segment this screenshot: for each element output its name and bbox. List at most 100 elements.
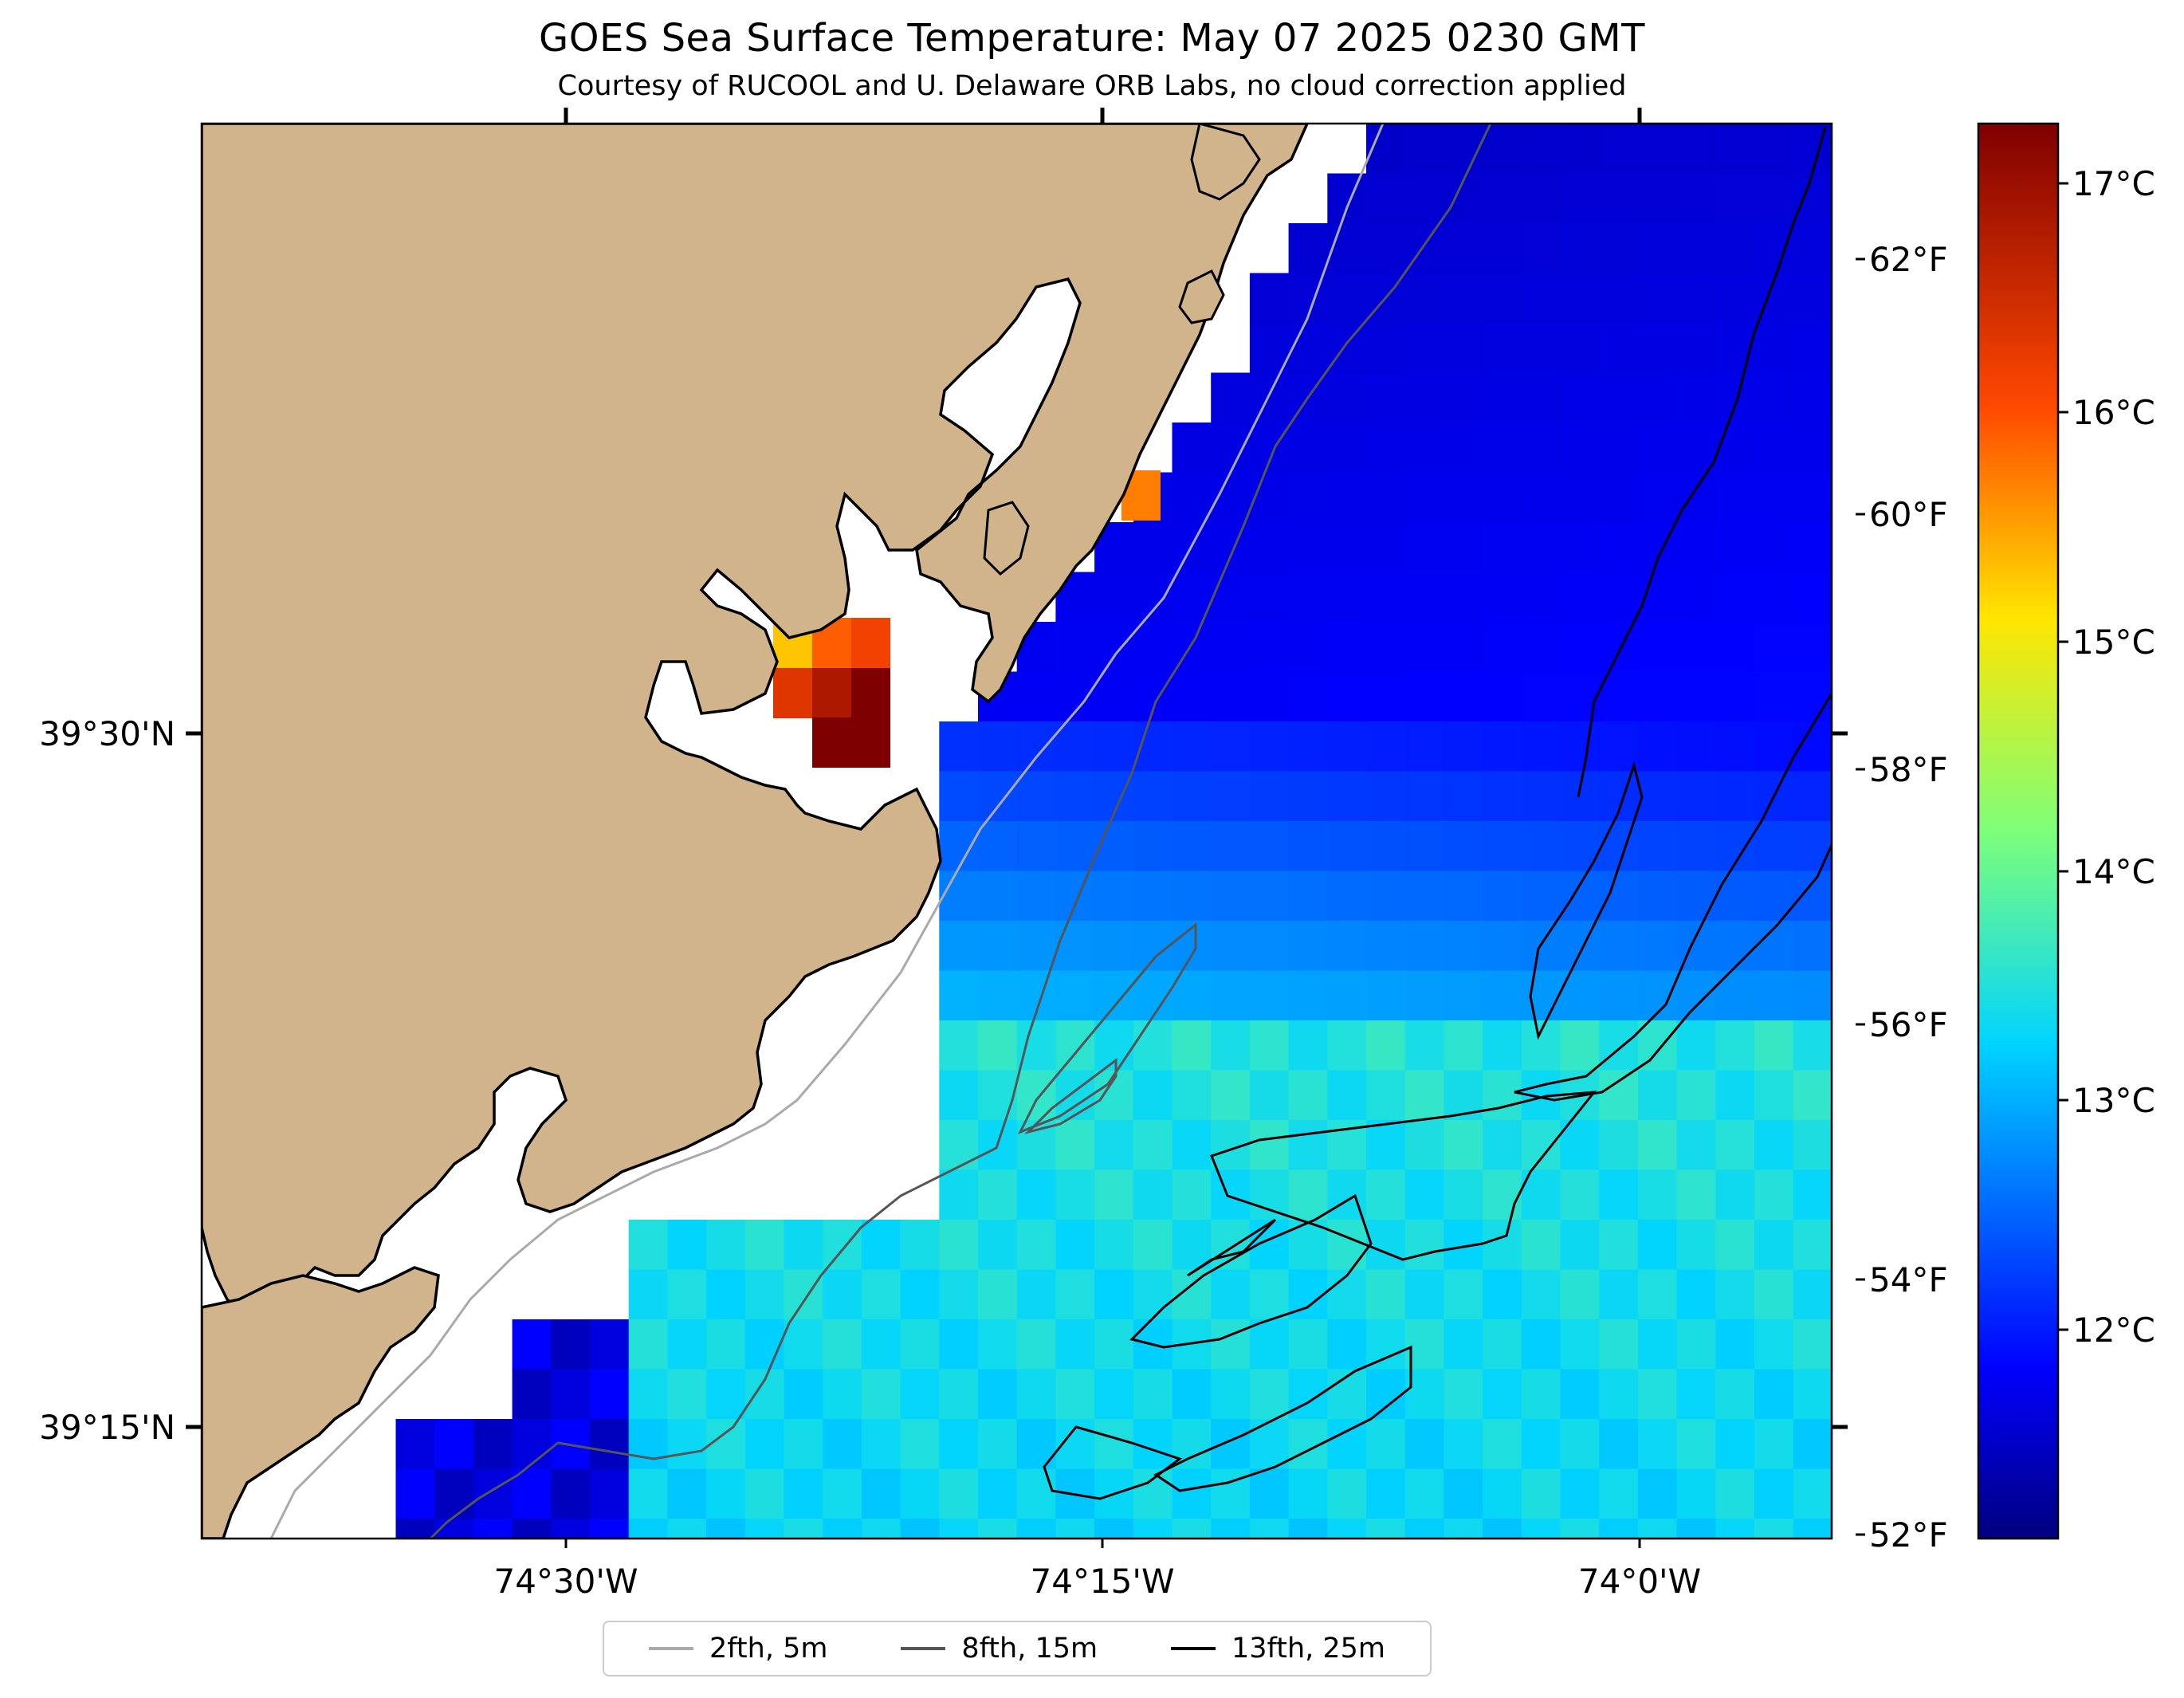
sst-cell [1366,1419,1406,1470]
sst-cell [1444,372,1483,423]
sst-cell [1211,1419,1251,1470]
sst-cell [1327,970,1367,1021]
sst-cell [1793,1369,1832,1420]
sst-cell [1676,771,1716,822]
sst-cell [1793,970,1832,1021]
sst-cell [1366,173,1406,224]
sst-cell [1327,771,1367,822]
sst-cell [1483,273,1522,324]
sst-cell [434,1419,474,1470]
sst-cell [1366,372,1406,423]
sst-cell [1637,1319,1678,1370]
sst-cell [1754,522,1794,573]
sst-cell [978,1169,1018,1220]
sst-cell [1094,671,1134,722]
sst-cell [1249,622,1290,673]
sst-cell [1404,921,1444,972]
sst-cell [1249,921,1290,972]
sst-cell [1793,1120,1832,1171]
island-small-2 [983,501,1030,576]
sst-cell-warm [773,668,812,718]
sst-cell [1366,1519,1406,1539]
sst-cell [1483,721,1522,772]
sst-cell [784,1319,823,1370]
sst-cell [978,1070,1018,1121]
sst-cell [1483,1070,1522,1121]
sst-cell [1094,1319,1134,1370]
sst-cell [1483,1169,1522,1220]
sst-cell [473,1519,513,1539]
map-title: GOES Sea Surface Temperature: May 07 202… [539,16,1645,61]
sst-cell [1599,572,1639,623]
sst-cell [512,1419,552,1470]
sst-cell [1754,821,1794,872]
sst-cell [1599,423,1639,474]
sst-cell [1327,721,1367,772]
sst-cell [1133,622,1173,673]
sst-cell [1094,871,1134,922]
sst-cell [1637,273,1678,324]
sst-cell [512,1519,552,1539]
sst-cell [1327,1468,1367,1519]
sst-cell [1754,223,1794,274]
sst-cell [1055,1519,1095,1539]
sst-cell [1599,522,1639,573]
sst-cell [1793,372,1832,423]
sst-cell [1793,223,1832,274]
sst-cell [1404,1070,1444,1121]
sst-cell [1133,1269,1173,1320]
sst-cell [1404,124,1444,175]
sst-cell [1483,472,1522,523]
sst-cell [1483,1120,1522,1171]
sst-cell [1754,173,1794,224]
sst-cell [1676,1169,1716,1220]
sst-cell [1676,1070,1716,1121]
sst-cell [1094,1269,1134,1320]
sst-cell [900,1369,940,1420]
sst-cell [1211,1319,1251,1370]
sst-cell [1560,372,1600,423]
contour-13fth [1043,127,1832,1500]
sst-cell [1211,1369,1251,1420]
sst-cell [1715,671,1755,722]
sst-cell [1483,921,1522,972]
sst-cell [628,1468,668,1519]
sst-cell [939,1519,979,1539]
sst-cell [1404,472,1444,523]
sst-cell [823,1419,862,1470]
sst-cell [1560,423,1600,474]
sst-cell [1676,223,1716,274]
sst-cell [1599,1070,1639,1121]
sst-cell [1483,423,1522,474]
sst-cell [1715,1120,1755,1171]
sst-cell [1483,522,1522,573]
sst-cell [1404,572,1444,623]
sst-cell [823,1319,862,1370]
sst-cell [1754,1269,1794,1320]
sst-cell [1637,821,1678,872]
sst-cell [1444,622,1483,673]
sst-cell [1599,1419,1639,1470]
sst-cell [1715,423,1755,474]
sst-cell [1055,1020,1095,1071]
sst-cell [1094,821,1134,872]
y-axis-ticks [186,731,1848,1429]
sst-cell [1172,1020,1212,1071]
sst-cell [1754,1220,1794,1271]
sst-cell [395,1419,435,1470]
sst-cell [628,1419,668,1470]
sst-cell [1560,273,1600,324]
sst-cell [1404,522,1444,573]
sst-cell [551,1519,591,1539]
sst-cell [1444,323,1483,374]
sst-cell [1366,622,1406,673]
sst-cell [1249,871,1290,922]
sst-cell [1094,970,1134,1021]
sst-cell [861,1419,901,1470]
sst-cell [1444,423,1483,474]
sst-cell [1483,372,1522,423]
legend-label: 8fth, 15m [961,1633,1098,1665]
contour-2fth [269,124,1385,1539]
legend-item-8fth: 8fth, 15m [901,1633,1098,1665]
